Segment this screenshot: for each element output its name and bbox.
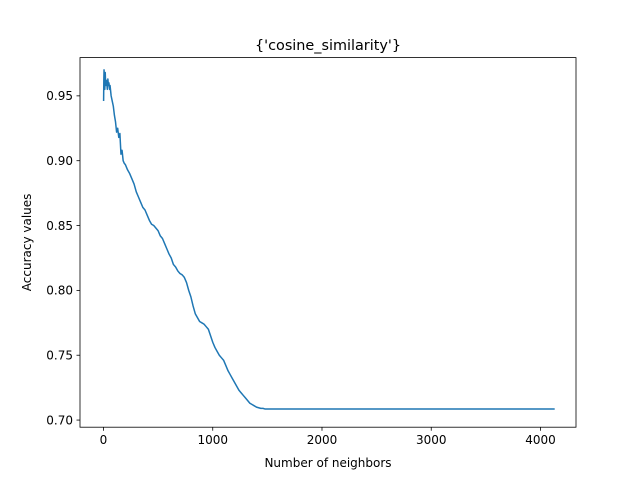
x-tick-label: 0 bbox=[100, 433, 108, 447]
x-tick-label: 3000 bbox=[416, 433, 447, 447]
y-tick-label: 0.75 bbox=[46, 349, 73, 363]
y-tick-label: 0.95 bbox=[46, 89, 73, 103]
x-axis-label: Number of neighbors bbox=[264, 456, 391, 470]
accuracy-series-line bbox=[102, 69, 555, 410]
x-tick-label: 2000 bbox=[307, 433, 338, 447]
y-axis-label: Accuracy values bbox=[20, 194, 34, 292]
y-tick-label: 0.80 bbox=[46, 284, 73, 298]
y-tick-label: 0.85 bbox=[46, 219, 73, 233]
y-tick-label: 0.90 bbox=[46, 154, 73, 168]
y-tick-label: 0.70 bbox=[46, 413, 73, 427]
chart-title: {'cosine_similarity'} bbox=[255, 38, 401, 54]
x-tick-label: 4000 bbox=[525, 433, 556, 447]
axes-frame bbox=[79, 57, 577, 428]
plot-area: 0 1000 2000 3000 4000 0.700.750.800.850.900.… bbox=[46, 57, 577, 447]
x-axis-ticks: 0 1000 2000 3000 4000 bbox=[100, 427, 556, 447]
y-axis-ticks: 0.70 0.75 0.80 0.85 0.90 0.95 bbox=[46, 89, 80, 427]
x-tick-label: 1000 bbox=[197, 433, 228, 447]
